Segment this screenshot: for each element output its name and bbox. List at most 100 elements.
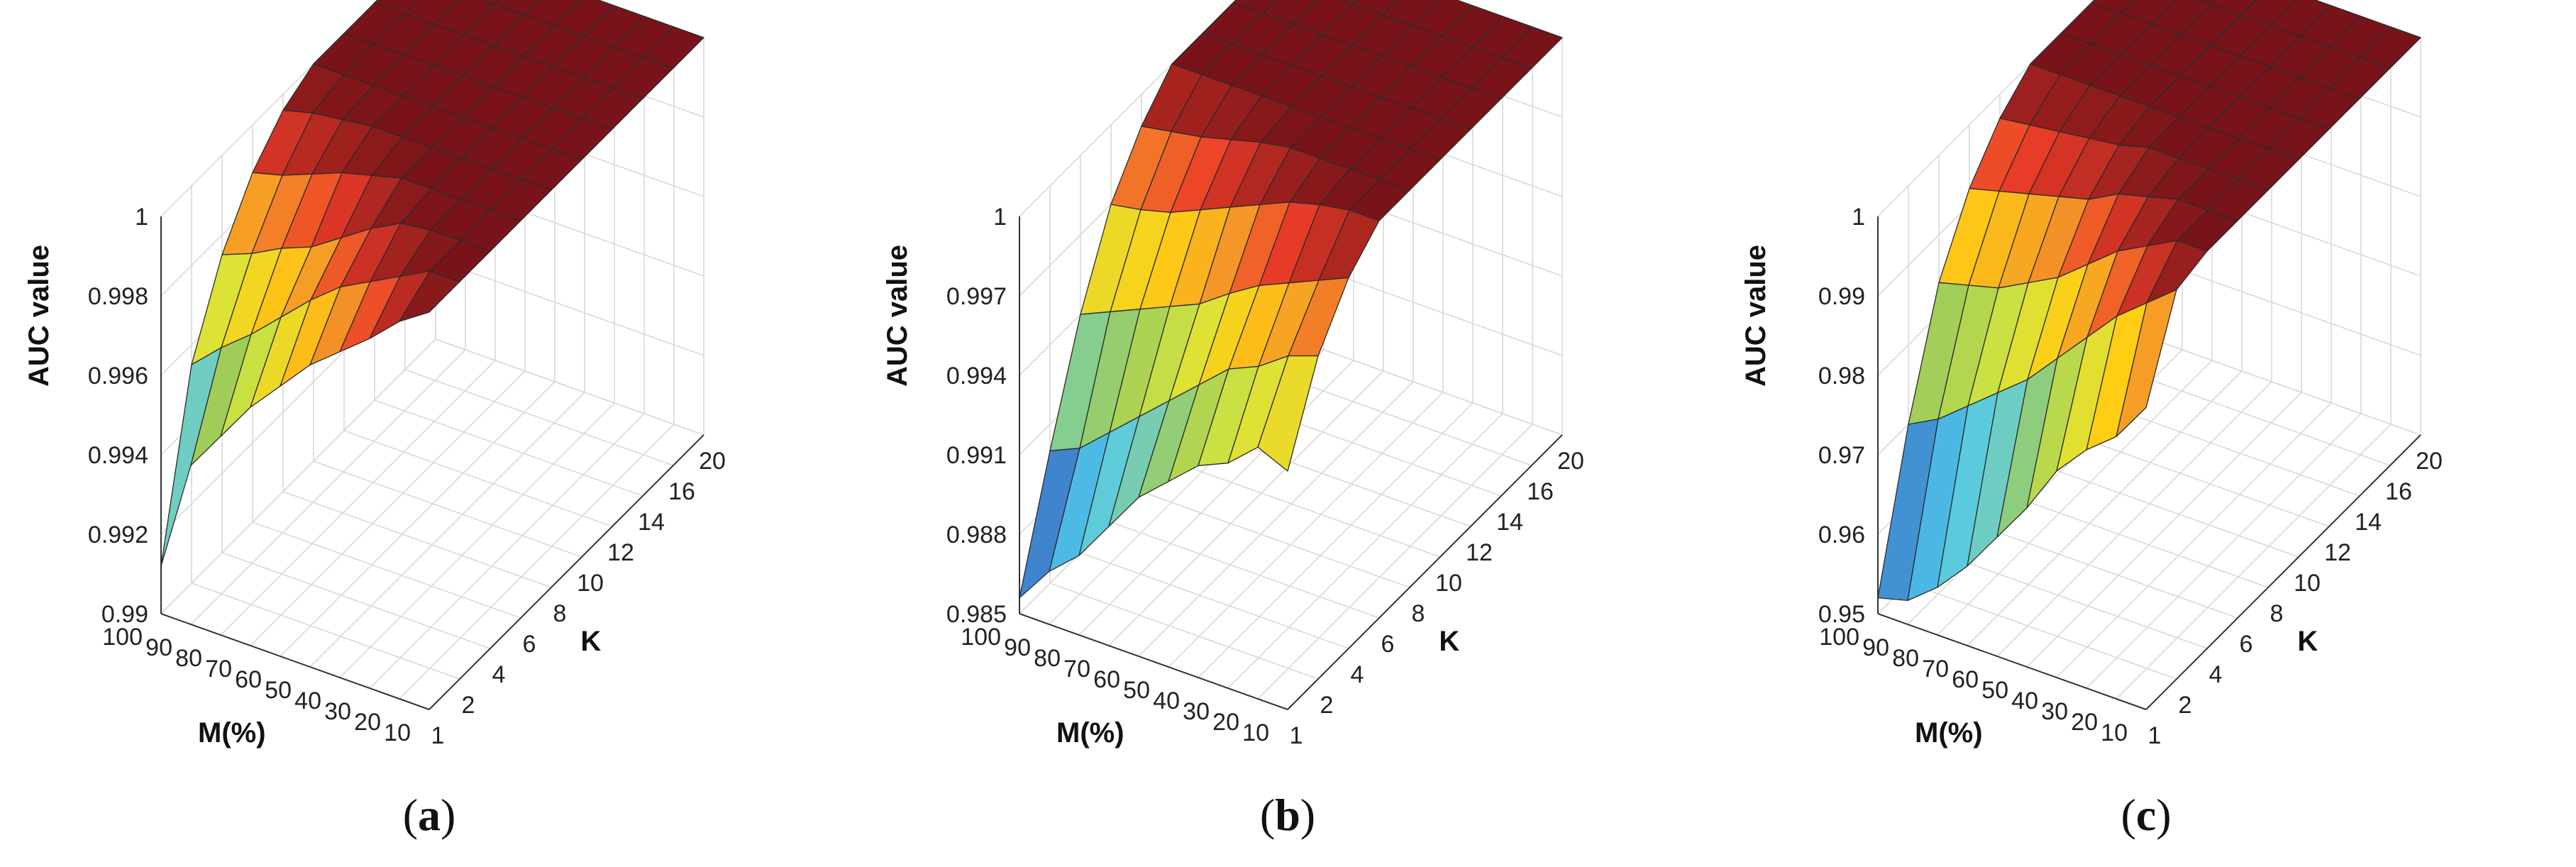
y-tick-label: 40	[2011, 687, 2038, 714]
z-tick-label: 0.994	[946, 363, 1007, 390]
z-tick-label: 0.998	[88, 283, 148, 310]
y-tick-label: 70	[205, 656, 232, 683]
x-axis-label: K	[580, 626, 601, 657]
caption-a: (a)	[402, 790, 456, 840]
surface-plot-a: 0.990.9920.9940.9960.9981124681012141620…	[23, 0, 726, 749]
surface-patch-0-8	[643, 26, 704, 69]
z-tick-label: 0.985	[946, 601, 1007, 628]
x-tick-label: 16	[2385, 478, 2412, 505]
surface-patch-0-8	[2360, 26, 2421, 69]
x-tick-label: 1	[2148, 722, 2162, 749]
axes	[160, 216, 704, 710]
y-tick-label: 100	[1819, 624, 1859, 651]
panel-a: 0.99 0.992 0.994 0.996 0.998 1 1 2 4 6 8 10 12 14 16 20…	[0, 0, 858, 867]
panel-c: 0.95 0.96 0.97 0.98 0.99 1 1 2 4 6 8 10 12 14 16 20 100 9…	[1717, 0, 2575, 867]
x-tick-label: 16	[668, 478, 695, 505]
surface-patch-8-7	[2091, 0, 2135, 14]
x-tick-label: 1	[1290, 722, 1303, 749]
axes	[1877, 216, 2421, 710]
caption-b: (b)	[1259, 790, 1316, 840]
x-tick-label: 6	[1381, 631, 1395, 658]
z-tick-label: 0.99	[101, 601, 148, 628]
y-tick-label: 10	[1242, 719, 1269, 746]
x-tick-label: 2	[1320, 692, 1334, 719]
y-tick-label: 50	[1123, 677, 1150, 704]
z-tick-label: 1	[1852, 204, 1865, 231]
z-tick-label: 0.991	[946, 442, 1007, 469]
y-tick-label: 80	[1892, 645, 1919, 672]
x-tick-label: 10	[1435, 570, 1462, 597]
z-axis-label: AUC value	[1740, 245, 1771, 387]
y-tick-label: 50	[1981, 677, 2008, 704]
y-tick-label: 80	[1034, 645, 1061, 672]
y-tick-label: 40	[1153, 687, 1180, 714]
x-axis-label: K	[1439, 626, 1459, 657]
x-tick-label: 10	[2294, 570, 2321, 597]
x-tick-label: 20	[2416, 448, 2443, 475]
x-tick-label: 4	[492, 661, 506, 688]
surface-patch-6-8	[481, 0, 499, 5]
z-tick-label: 1	[993, 204, 1007, 231]
y-tick-label: 10	[2101, 719, 2128, 746]
y-tick-label: 20	[1212, 709, 1239, 736]
x-tick-label: 8	[1412, 600, 1425, 627]
y-tick-label: 60	[1952, 666, 1979, 693]
z-tick-label: 0.997	[946, 283, 1007, 310]
z-tick-label: 0.95	[1818, 601, 1865, 628]
y-tick-label: 90	[1862, 634, 1889, 661]
z-tick-label: 1	[135, 204, 148, 231]
x-tick-label: 2	[462, 692, 475, 719]
x-tick-label: 20	[699, 448, 726, 475]
y-tick-label: 100	[102, 624, 143, 651]
surface	[1877, 0, 2421, 602]
panel-b: 0.985 0.988 0.991 0.994 0.997 1 1 2 4 6 8 10 12 14 16 2…	[858, 0, 1717, 867]
x-tick-label: 10	[577, 570, 604, 597]
x-tick-label: 12	[607, 539, 634, 566]
y-tick-label: 90	[1004, 634, 1031, 661]
y-tick-label: 70	[1922, 656, 1949, 683]
y-tick-label: 40	[294, 687, 321, 714]
x-tick-label: 4	[1351, 661, 1364, 688]
x-tick-label: 20	[1557, 448, 1584, 475]
tick-labels: 0.990.9920.9940.9960.9981124681012141620…	[88, 204, 726, 749]
y-tick-label: 30	[1183, 698, 1210, 725]
z-tick-label: 0.96	[1818, 521, 1865, 548]
y-tick-label: 50	[265, 677, 292, 704]
x-tick-label: 14	[1496, 509, 1523, 536]
x-tick-label: 4	[2209, 661, 2223, 688]
surface-patch-6-8	[2198, 0, 2216, 5]
surface-patch-8-7	[1232, 0, 1277, 14]
y-tick-label: 80	[175, 645, 202, 672]
z-tick-label: 0.992	[88, 521, 148, 548]
x-tick-label: 12	[1466, 539, 1493, 566]
x-tick-label: 14	[2355, 509, 2382, 536]
surface-patch-0-8	[1501, 26, 1563, 69]
x-tick-label: 1	[431, 722, 445, 749]
tick-labels: 0.9850.9880.9910.9940.997112468101214162…	[946, 204, 1584, 749]
z-tick-label: 0.97	[1818, 442, 1865, 469]
y-axis-label: M(%)	[1915, 717, 1983, 749]
y-tick-label: 20	[2071, 709, 2098, 736]
x-tick-label: 2	[2179, 692, 2192, 719]
x-axis-label: K	[2297, 626, 2318, 657]
y-tick-label: 70	[1063, 656, 1090, 683]
x-tick-label: 6	[2240, 631, 2253, 658]
y-tick-label: 60	[235, 666, 262, 693]
x-tick-label: 6	[523, 631, 536, 658]
surface-plot-b: 0.9850.9880.9910.9940.997112468101214162…	[882, 0, 1584, 749]
z-axis-label: AUC value	[882, 245, 913, 387]
z-tick-label: 0.98	[1818, 363, 1865, 390]
y-axis-label: M(%)	[1056, 717, 1124, 749]
x-tick-label: 12	[2324, 539, 2351, 566]
y-axis-label: M(%)	[198, 717, 266, 749]
y-tick-label: 100	[961, 624, 1001, 651]
surface-patch-6-8	[1339, 0, 1358, 5]
surface	[1019, 0, 1563, 599]
axes	[1019, 216, 1563, 710]
z-tick-label: 0.996	[88, 363, 148, 390]
surface-patch-8-7	[374, 0, 419, 14]
y-tick-label: 10	[384, 719, 411, 746]
